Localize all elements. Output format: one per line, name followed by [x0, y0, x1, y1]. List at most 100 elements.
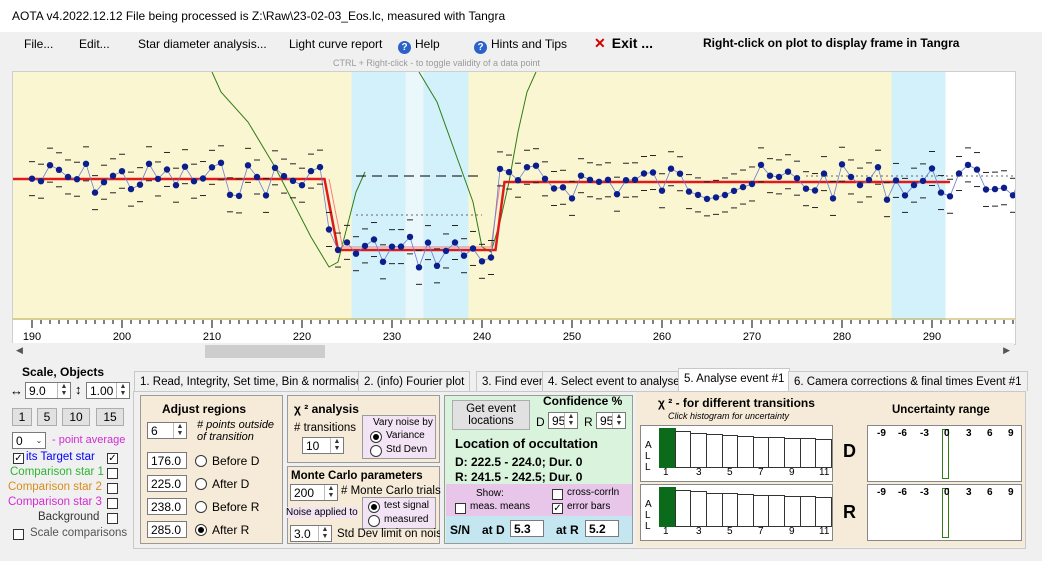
- h-scale-input[interactable]: 9.0 ▲ ▼: [25, 382, 71, 399]
- get-event-locations-button[interactable]: Get event locations: [452, 400, 530, 430]
- menu-help[interactable]: ? Help: [398, 37, 440, 54]
- after-r-radio[interactable]: [195, 524, 207, 536]
- histogram-bar[interactable]: [752, 495, 770, 527]
- scale-button-10[interactable]: 10: [62, 408, 90, 426]
- spin-updown-icon[interactable]: ▲ ▼: [116, 383, 129, 398]
- histogram-bar[interactable]: [784, 495, 801, 527]
- histogram-bar[interactable]: [690, 432, 707, 468]
- cross-corr-checkbox[interactable]: [552, 489, 563, 500]
- menu-hints[interactable]: ? Hints and Tips: [474, 37, 567, 54]
- histogram-bar[interactable]: [659, 428, 676, 468]
- data-point: [919, 177, 927, 185]
- tab-select-event[interactable]: 4. Select event to analyse: [542, 371, 686, 391]
- light-curve-svg[interactable]: 190 200 210 220 230 240 250 260 270 280 290: [13, 71, 1035, 344]
- monte-carlo-title: Monte Carlo parameters: [291, 470, 423, 482]
- uncertainty-r-chart[interactable]: -9 -6 -3 0 3 6 9: [867, 484, 1022, 541]
- data-point: [883, 196, 891, 203]
- light-curve-plot[interactable]: 190 200 210 220 230 240 250 260 270 280 290: [12, 71, 1035, 345]
- scale-button-15[interactable]: 15: [96, 408, 124, 426]
- v-scale-input[interactable]: 1.00 ▲ ▼: [86, 382, 130, 399]
- points-outside-input[interactable]: 6 ▲ ▼: [147, 422, 187, 439]
- spin-updown-icon[interactable]: ▲ ▼: [324, 485, 337, 500]
- scroll-thumb[interactable]: [205, 345, 325, 358]
- histogram-bar[interactable]: [705, 492, 723, 527]
- spin-updown-icon[interactable]: ▲ ▼: [318, 526, 331, 541]
- measured-radio[interactable]: [368, 515, 380, 527]
- histogram-bar[interactable]: [659, 487, 676, 527]
- background-checkbox[interactable]: [107, 513, 118, 524]
- uncertainty-d-chart[interactable]: -9 -6 -3 0 3 6 9: [867, 425, 1022, 482]
- after-r-input[interactable]: 285.0: [147, 521, 187, 538]
- std-limit-input[interactable]: 3.0 ▲ ▼: [290, 525, 332, 542]
- scale-button-5[interactable]: 5: [37, 408, 57, 426]
- tab-camera-corrections[interactable]: 6. Camera corrections & final times Even…: [788, 371, 1028, 391]
- monte-carlo-trials-input[interactable]: 200 ▲ ▼: [290, 484, 338, 501]
- comparison-star-1-checkbox[interactable]: [107, 468, 118, 479]
- spin-updown-icon[interactable]: ▲ ▼: [612, 413, 625, 428]
- variance-radio[interactable]: [370, 431, 382, 443]
- histogram-bar[interactable]: [737, 494, 754, 527]
- confidence-r-input[interactable]: 95 ▲ ▼: [596, 412, 626, 429]
- menu-star-diameter[interactable]: Star diameter analysis...: [138, 37, 267, 51]
- histogram-bar[interactable]: [752, 436, 770, 468]
- scale-comparisons-checkbox[interactable]: [13, 529, 24, 540]
- histogram-bar[interactable]: [784, 437, 801, 468]
- point-average-select[interactable]: 0 ⌄: [12, 432, 46, 449]
- data-point: [379, 258, 387, 265]
- tab-analyse-event[interactable]: 5. Analyse event #1: [678, 368, 791, 391]
- tab-find-events[interactable]: 3. Find events: [476, 371, 561, 391]
- error-bars-checkbox[interactable]: ✓: [552, 503, 563, 514]
- confidence-d-label: D: [536, 415, 545, 429]
- tab-read-integrity[interactable]: 1. Read, Integrity, Set time, Bin & norm…: [134, 371, 369, 391]
- scroll-right-icon[interactable]: ▶: [1003, 345, 1010, 355]
- after-d-input[interactable]: 225.0: [147, 475, 187, 492]
- menu-light-curve-report[interactable]: Light curve report: [289, 37, 383, 51]
- spin-updown-icon[interactable]: ▲ ▼: [173, 423, 186, 438]
- menu-file[interactable]: File...: [24, 37, 54, 51]
- histogram-bar[interactable]: [705, 434, 723, 468]
- confidence-d-input[interactable]: 95 ▲ ▼: [548, 412, 578, 429]
- before-d-radio[interactable]: [195, 455, 207, 467]
- histogram-bar[interactable]: [799, 496, 817, 527]
- comparison-star-2-checkbox[interactable]: [107, 483, 118, 494]
- data-point: [649, 169, 657, 176]
- histogram-bar[interactable]: [768, 495, 786, 527]
- plot-scrollbar[interactable]: ◀ ▶: [12, 343, 1014, 360]
- spin-updown-icon[interactable]: ▲ ▼: [57, 383, 70, 398]
- data-point: [838, 161, 846, 168]
- meas-means-checkbox[interactable]: [455, 503, 466, 514]
- histogram-bar[interactable]: [690, 491, 707, 527]
- sn-at-d-label: at D: [482, 523, 505, 537]
- before-r-radio[interactable]: [195, 501, 207, 513]
- histogram-bar[interactable]: [768, 437, 786, 468]
- menu-exit[interactable]: ✕ Exit ...: [594, 35, 653, 51]
- target-star-checkbox[interactable]: ✓: [107, 453, 118, 464]
- spin-updown-icon[interactable]: ▲ ▼: [330, 438, 343, 453]
- scale-button-1[interactable]: 1: [12, 408, 32, 426]
- histogram-bar[interactable]: [737, 436, 754, 468]
- histogram-bar[interactable]: [799, 438, 817, 468]
- target-star-checkbox-left[interactable]: ✓: [13, 453, 24, 464]
- test-signal-radio[interactable]: [368, 501, 380, 513]
- histogram-bar[interactable]: [674, 489, 692, 527]
- data-point: [901, 192, 909, 199]
- spin-updown-icon[interactable]: ▲ ▼: [564, 413, 577, 428]
- after-d-radio[interactable]: [195, 478, 207, 490]
- histogram-bar[interactable]: [721, 435, 739, 468]
- histogram-bar[interactable]: [815, 496, 832, 527]
- scroll-left-icon[interactable]: ◀: [16, 345, 23, 355]
- x-tick-label: 190: [23, 331, 41, 343]
- x-tick-label: 220: [293, 331, 311, 343]
- transitions-input[interactable]: 10 ▲ ▼: [302, 437, 344, 454]
- before-d-input[interactable]: 176.0: [147, 452, 187, 469]
- histogram-bar[interactable]: [815, 438, 832, 468]
- std-devn-radio[interactable]: [370, 445, 382, 457]
- tab-fourier-plot[interactable]: 2. (info) Fourier plot: [358, 371, 471, 391]
- histogram-bar[interactable]: [721, 493, 739, 527]
- menu-edit[interactable]: Edit...: [79, 37, 110, 51]
- histogram-bar[interactable]: [674, 431, 692, 468]
- before-r-input[interactable]: 238.0: [147, 498, 187, 515]
- comparison-star-3-checkbox[interactable]: [107, 498, 118, 509]
